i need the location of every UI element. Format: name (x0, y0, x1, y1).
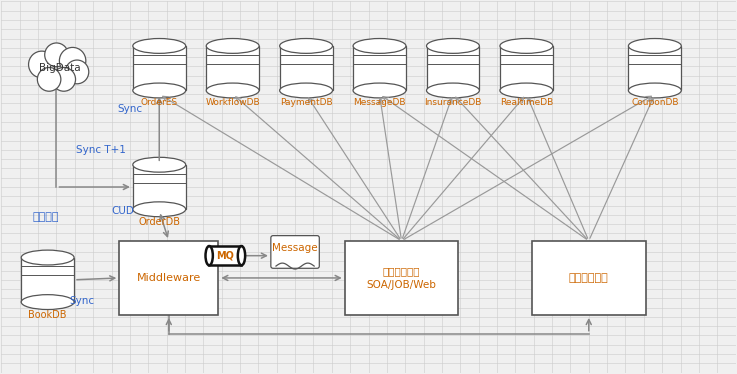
Ellipse shape (629, 83, 681, 98)
Text: 订单处理服务
SOA/JOB/Web: 订单处理服务 SOA/JOB/Web (366, 266, 436, 289)
Text: 订单生成: 订单生成 (32, 212, 59, 222)
Text: Sync T+1: Sync T+1 (76, 145, 125, 155)
Text: Message: Message (272, 243, 318, 253)
Ellipse shape (353, 39, 406, 53)
Ellipse shape (500, 83, 553, 98)
Ellipse shape (206, 246, 213, 265)
Text: RealtimeDB: RealtimeDB (500, 98, 553, 107)
Text: MQ: MQ (217, 251, 234, 261)
Bar (427, 46, 479, 91)
Text: CUD: CUD (111, 206, 134, 216)
Text: Sync: Sync (117, 104, 142, 114)
Ellipse shape (279, 83, 332, 98)
Bar (629, 46, 681, 91)
Bar (532, 241, 646, 315)
Ellipse shape (21, 250, 74, 265)
Circle shape (60, 47, 85, 74)
Circle shape (66, 60, 88, 84)
Text: PaymentDB: PaymentDB (280, 98, 332, 107)
Circle shape (38, 67, 61, 91)
Circle shape (52, 67, 76, 91)
Bar (345, 241, 458, 315)
Bar (353, 46, 406, 91)
Bar (206, 46, 259, 91)
Bar (119, 241, 218, 315)
Text: OrderES: OrderES (141, 98, 178, 107)
Bar (209, 246, 242, 265)
Text: InsuranceDB: InsuranceDB (425, 98, 481, 107)
Text: OrderDB: OrderDB (139, 217, 181, 227)
Ellipse shape (133, 39, 186, 53)
Ellipse shape (500, 39, 553, 53)
Text: BookDB: BookDB (29, 310, 67, 319)
Text: WorkflowDB: WorkflowDB (206, 98, 260, 107)
Ellipse shape (133, 83, 186, 98)
Circle shape (29, 51, 55, 78)
Bar (21, 258, 74, 302)
Ellipse shape (427, 83, 479, 98)
Text: CouponDB: CouponDB (631, 98, 679, 107)
Bar (500, 46, 553, 91)
Ellipse shape (353, 83, 406, 98)
Bar (133, 165, 186, 209)
Text: MessageDB: MessageDB (353, 98, 406, 107)
Ellipse shape (206, 39, 259, 53)
Ellipse shape (206, 83, 259, 98)
Bar (133, 46, 186, 91)
Ellipse shape (279, 39, 332, 53)
Ellipse shape (427, 39, 479, 53)
Circle shape (45, 43, 69, 67)
Ellipse shape (238, 246, 245, 265)
Text: BigData: BigData (39, 63, 81, 73)
Ellipse shape (133, 157, 186, 172)
Bar (279, 46, 332, 91)
FancyBboxPatch shape (271, 236, 319, 268)
Ellipse shape (629, 39, 681, 53)
Text: Middleware: Middleware (136, 273, 201, 283)
Text: Sync: Sync (69, 296, 95, 306)
Ellipse shape (133, 202, 186, 217)
Text: 订单查询服务: 订单查询服务 (569, 273, 609, 283)
Ellipse shape (21, 295, 74, 310)
